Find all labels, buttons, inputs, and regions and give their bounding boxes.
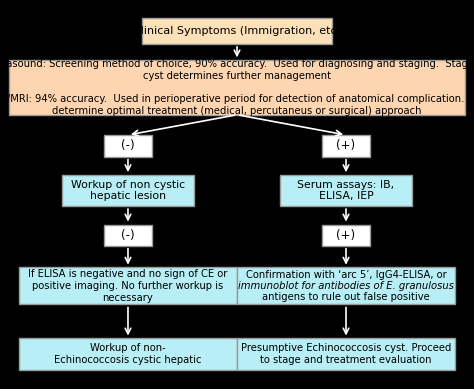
FancyBboxPatch shape bbox=[237, 338, 455, 370]
Text: antigens to rule out false positive: antigens to rule out false positive bbox=[262, 292, 430, 302]
Text: Confirmation with ‘arc 5’, IgG4-ELISA, or: Confirmation with ‘arc 5’, IgG4-ELISA, o… bbox=[246, 270, 447, 280]
FancyBboxPatch shape bbox=[104, 225, 152, 246]
FancyBboxPatch shape bbox=[237, 268, 455, 304]
Text: (+): (+) bbox=[337, 139, 356, 152]
FancyBboxPatch shape bbox=[142, 18, 332, 44]
Text: (-): (-) bbox=[121, 229, 135, 242]
FancyBboxPatch shape bbox=[280, 175, 412, 206]
FancyBboxPatch shape bbox=[322, 225, 370, 246]
FancyBboxPatch shape bbox=[19, 268, 237, 304]
Text: immunoblot for antibodies of E. granulosus: immunoblot for antibodies of E. granulos… bbox=[238, 281, 454, 291]
FancyBboxPatch shape bbox=[62, 175, 194, 206]
Text: (-): (-) bbox=[121, 139, 135, 152]
Text: Workup of non-
Echinococcosis cystic hepatic: Workup of non- Echinococcosis cystic hep… bbox=[54, 343, 202, 365]
FancyBboxPatch shape bbox=[322, 135, 370, 156]
Text: Workup of non cystic
hepatic lesion: Workup of non cystic hepatic lesion bbox=[71, 180, 185, 202]
Text: Serum assays: IB,
ELISA, IEP: Serum assays: IB, ELISA, IEP bbox=[298, 180, 394, 202]
Text: Ultrasound: Screening method of choice, 90% accuracy.  Used for diagnosing and s: Ultrasound: Screening method of choice, … bbox=[0, 60, 474, 116]
Text: Clinical Symptoms (Immigration, etc): Clinical Symptoms (Immigration, etc) bbox=[133, 26, 341, 36]
FancyBboxPatch shape bbox=[19, 338, 237, 370]
Text: Presumptive Echinococcosis cyst. Proceed
to stage and treatment evaluation: Presumptive Echinococcosis cyst. Proceed… bbox=[241, 343, 451, 365]
FancyBboxPatch shape bbox=[9, 60, 465, 115]
FancyBboxPatch shape bbox=[104, 135, 152, 156]
Text: If ELISA is negative and no sign of CE or
positive imaging. No further workup is: If ELISA is negative and no sign of CE o… bbox=[28, 269, 228, 303]
Text: (+): (+) bbox=[337, 229, 356, 242]
